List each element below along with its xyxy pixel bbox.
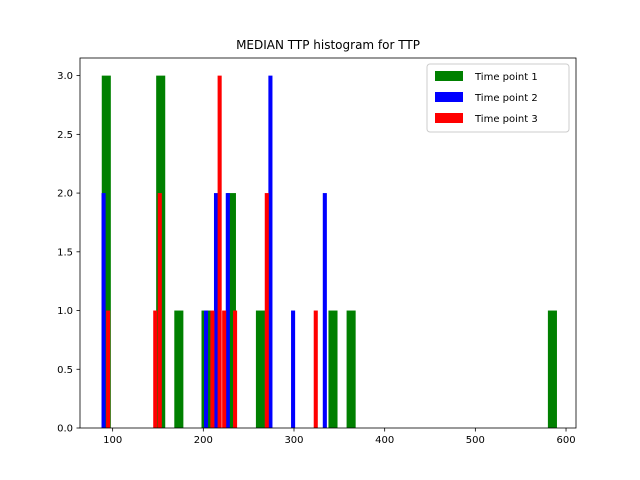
y-tick-label: 1.5 — [57, 247, 73, 258]
bar-series-3-7 — [233, 310, 238, 428]
y-tick-label: 3.0 — [57, 71, 73, 82]
x-tick-label: 300 — [284, 435, 303, 446]
bar-series-3-3 — [157, 193, 162, 428]
bar-series-2-7 — [322, 193, 327, 428]
series-3 — [106, 75, 318, 428]
legend-swatch-2 — [435, 92, 463, 102]
series-2 — [101, 75, 327, 428]
bar-series-3-2 — [153, 310, 158, 428]
bar-series-2-2 — [204, 310, 209, 428]
y-tick-label: 2.5 — [57, 130, 73, 141]
axes-layer: 100 200 300 400 500 600 0.0 0.5 1.0 1.5 2.0 2.5 3.0 — [57, 57, 577, 446]
bar-series-2-5 — [268, 75, 273, 428]
bar-series-3-4 — [210, 310, 215, 428]
chart-title: MEDIAN TTP histogram for TTP — [236, 38, 420, 52]
legend-swatch-3 — [435, 113, 463, 123]
bar-series-1-7 — [328, 310, 338, 428]
bar-series-1-6 — [255, 310, 265, 428]
bar-series-2-6 — [291, 310, 296, 428]
bar-series-1-9 — [547, 310, 557, 428]
bar-series-1-5 — [226, 193, 236, 428]
y-tick-label: 0.5 — [57, 365, 73, 376]
bar-series-2-4 — [225, 193, 230, 428]
x-tick-label: 600 — [556, 435, 575, 446]
y-tick-label: 1.0 — [57, 306, 73, 317]
legend-swatch-1 — [435, 71, 463, 81]
x-tick-label: 100 — [103, 435, 122, 446]
legend-label-2: Time point 2 — [474, 93, 538, 104]
legend: Time point 1 Time point 2 Time point 3 — [426, 63, 570, 133]
bar-series-1-8 — [346, 310, 356, 428]
legend-label-1: Time point 1 — [474, 72, 538, 83]
y-tick-label: 2.0 — [57, 189, 73, 200]
bar-series-1-1 — [101, 75, 111, 428]
bar-series-3-8 — [264, 193, 269, 428]
x-tick-label: 500 — [466, 435, 485, 446]
bar-series-1-3 — [174, 310, 184, 428]
bar-series-3-1 — [106, 310, 111, 428]
y-tick-label: 0.0 — [57, 424, 73, 435]
bar-series-3-5 — [217, 75, 222, 428]
bar-series-3-6 — [222, 310, 227, 428]
bar-series-3-9 — [313, 310, 318, 428]
x-tick-label: 200 — [194, 435, 213, 446]
bar-series-2-3 — [213, 193, 219, 428]
legend-label-3: Time point 3 — [474, 114, 538, 125]
bar-series-2-1 — [101, 193, 106, 428]
bars-layer — [101, 75, 557, 428]
x-tick-label: 400 — [375, 435, 394, 446]
plot-frame — [79, 57, 577, 429]
